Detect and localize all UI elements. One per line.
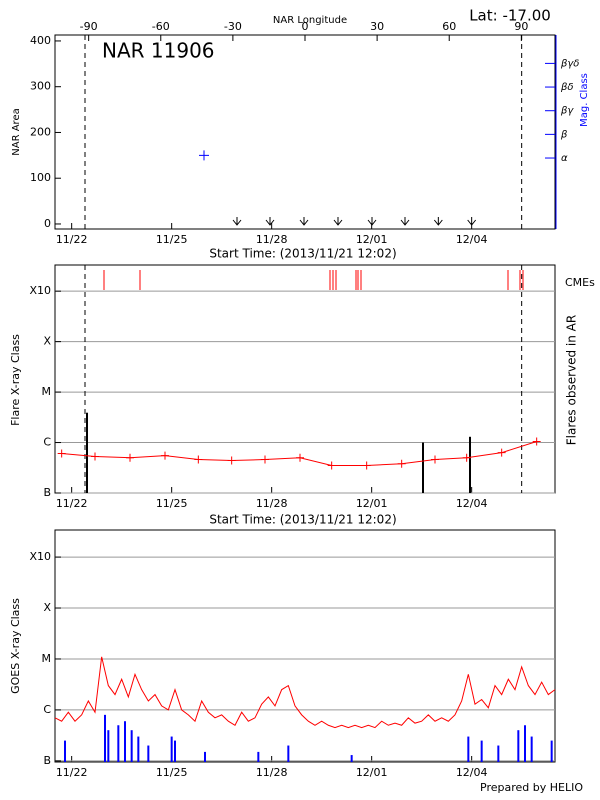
- x2-tick-label: -60: [152, 20, 170, 33]
- y-label: Flare X-ray Class: [9, 334, 22, 426]
- y-tick-label: C: [43, 703, 51, 716]
- point: [194, 455, 203, 464]
- y-tick-label: 400: [30, 34, 51, 47]
- y2-tick-label: βγ: [560, 106, 574, 117]
- x2-tick-label: -30: [224, 20, 242, 33]
- y2-label: Mag. Class: [579, 73, 590, 127]
- point: [497, 448, 506, 457]
- y-tick-label: X: [43, 335, 51, 348]
- x2-tick-label: 0: [302, 20, 309, 33]
- x2-label: NAR Longitude: [273, 15, 347, 26]
- y-tick-label: X10: [29, 284, 51, 297]
- x-tick-label: 12/04: [456, 497, 488, 510]
- point: [57, 449, 66, 458]
- arrow: [400, 217, 410, 226]
- point: [327, 461, 336, 470]
- flare: [86, 412, 88, 493]
- y-tick-label: B: [43, 486, 51, 499]
- arrow: [299, 217, 309, 226]
- footer: Prepared by HELIO: [480, 781, 583, 794]
- y2-tick-label: β: [560, 129, 568, 140]
- x-label: Start Time: (2013/11/21 12:02): [209, 513, 396, 527]
- x2-tick-label: 90: [514, 20, 528, 33]
- x-tick-label: 12/01: [356, 766, 388, 779]
- arrow: [433, 217, 443, 226]
- point: [227, 456, 236, 465]
- x-tick-label: 11/25: [156, 766, 188, 779]
- y-tick-label: M: [42, 385, 52, 398]
- y2-tick-label: βγδ: [560, 58, 579, 69]
- flare: [469, 436, 471, 493]
- y-tick-label: M: [42, 652, 52, 665]
- x-tick-label: 11/28: [256, 233, 288, 246]
- x-tick-label: 12/01: [356, 497, 388, 510]
- y-tick-label: 0: [44, 217, 51, 230]
- x2-tick-label: 30: [370, 20, 384, 33]
- arrow: [333, 217, 343, 226]
- y-tick-label: X10: [29, 550, 51, 563]
- point: [161, 451, 169, 460]
- y-tick-label: 200: [30, 125, 51, 138]
- arrow: [232, 217, 242, 226]
- annotation: Lat: -17.00: [469, 7, 551, 25]
- y-label: NAR Area: [11, 108, 22, 155]
- panel-title: NAR 11906: [102, 39, 215, 63]
- x-tick-label: 11/22: [56, 497, 88, 510]
- x-tick-label: 11/28: [256, 766, 288, 779]
- y-tick-label: C: [43, 436, 51, 449]
- point: [261, 455, 269, 464]
- x-label: Start Time: (2013/11/21 12:02): [209, 247, 396, 261]
- x-tick-label: 11/25: [156, 497, 188, 510]
- panel-frame: [54, 529, 556, 763]
- x-tick-label: 11/25: [156, 233, 188, 246]
- arrow: [367, 217, 377, 226]
- y-tick-label: B: [43, 754, 51, 767]
- point: [532, 437, 541, 446]
- point: [91, 452, 99, 461]
- x2-tick-label: 60: [442, 20, 456, 33]
- arrow: [265, 217, 275, 226]
- point: [362, 461, 371, 470]
- point: [199, 150, 209, 161]
- y-tick-label: 300: [30, 80, 51, 93]
- y2-tick-label: α: [561, 153, 568, 164]
- x-tick-label: 12/04: [456, 766, 488, 779]
- arrow: [467, 217, 477, 226]
- point: [462, 453, 471, 462]
- series-line: [54, 656, 556, 729]
- x2-tick-label: -90: [80, 20, 98, 33]
- y2-tick-label: βδ: [560, 82, 574, 93]
- point: [296, 453, 304, 462]
- y-tick-label: 100: [30, 171, 51, 184]
- point: [126, 453, 134, 462]
- x-tick-label: 12/01: [356, 233, 388, 246]
- cme-label: CMEs: [565, 276, 595, 289]
- y2-label: Flares observed in AR: [565, 315, 579, 445]
- x-tick-label: 12/04: [456, 233, 488, 246]
- flare: [422, 442, 424, 493]
- x-tick-label: 11/22: [56, 766, 88, 779]
- point: [431, 455, 439, 464]
- x-tick-label: 11/22: [56, 233, 88, 246]
- x-tick-label: 11/28: [256, 497, 288, 510]
- y-label: GOES X-ray Class: [9, 598, 22, 694]
- y-tick-label: X: [43, 601, 51, 614]
- point: [397, 459, 406, 468]
